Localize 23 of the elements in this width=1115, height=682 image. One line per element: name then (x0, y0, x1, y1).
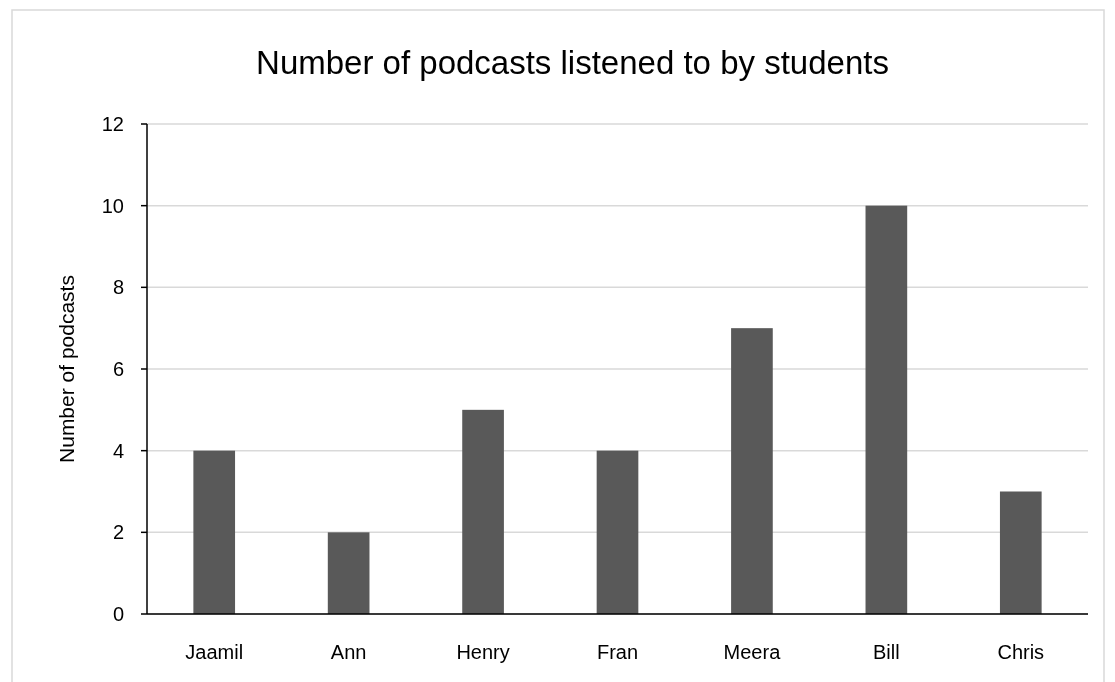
bar (865, 205, 908, 614)
x-tick-label: Meera (723, 641, 782, 663)
x-tick-label: Fran (596, 641, 639, 663)
y-tick-label: 12 (101, 113, 124, 135)
bar (193, 450, 236, 614)
x-tick-label: Henry (456, 641, 510, 663)
bar (731, 328, 773, 614)
y-tick-label: 4 (112, 439, 124, 462)
x-tick-label: Ann (330, 641, 367, 663)
x-tick-label: Jaamil (185, 641, 244, 663)
y-tick-label: 0 (112, 603, 124, 625)
bar (462, 409, 504, 614)
x-tick-label: Bill (873, 641, 900, 663)
y-tick-label: 10 (101, 194, 124, 217)
y-axis-title: Number of podcasts (55, 275, 78, 463)
bar (327, 532, 370, 614)
chart-title: Number of podcasts listened to by students (256, 44, 889, 81)
x-tick-label: Chris (997, 641, 1045, 663)
y-tick-label: 8 (112, 276, 124, 299)
bar (596, 450, 639, 614)
y-tick-label: 6 (112, 358, 124, 380)
bar (999, 491, 1042, 614)
y-tick-label: 2 (112, 521, 124, 544)
